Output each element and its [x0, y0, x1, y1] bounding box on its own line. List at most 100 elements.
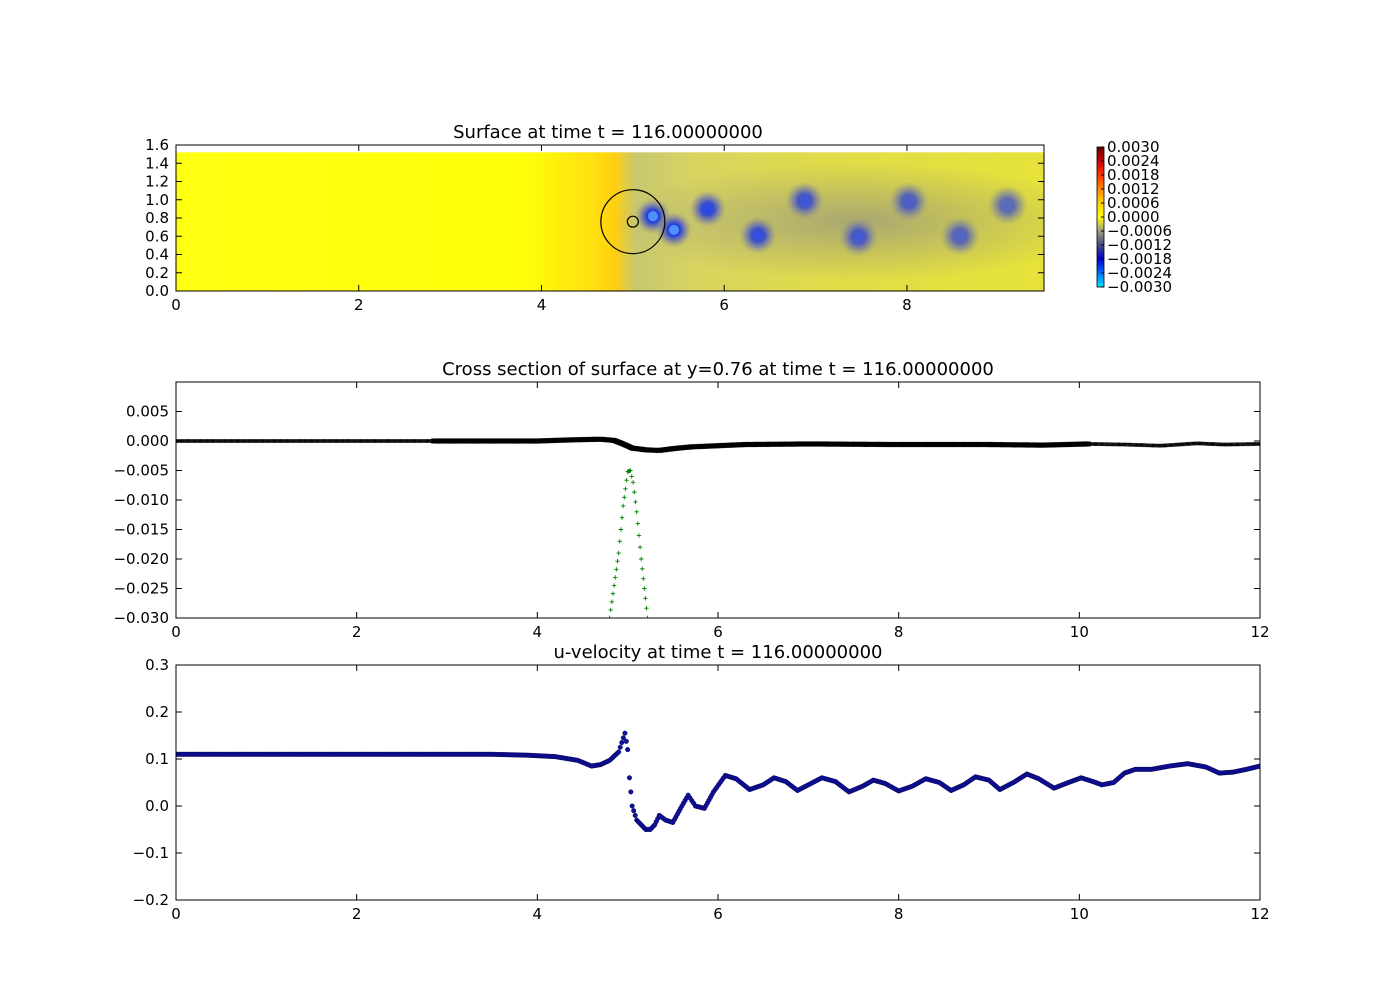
- y-tick-label: 1.6: [145, 136, 169, 154]
- data-point: [623, 486, 628, 491]
- x-tick-label: 12: [1250, 623, 1269, 641]
- vortex-layer: [634, 181, 1028, 257]
- cross-section-plot-area: [176, 436, 1260, 618]
- y-tick-label: −0.2: [133, 891, 169, 909]
- heatmap-axes: 0 2 4 6 8 0.00.20.40.60.81.01.21.41.6: [145, 136, 1044, 314]
- y-tick-label: −0.010: [113, 491, 169, 509]
- y-tick-label: 0.4: [145, 246, 169, 264]
- x-tick-label: 2: [352, 623, 362, 641]
- y-tick-label: 0.2: [145, 264, 169, 282]
- y-tick-label: −0.015: [113, 521, 169, 539]
- data-point: [620, 503, 626, 509]
- data-point: [615, 559, 620, 564]
- data-point: [625, 747, 631, 753]
- data-point: [608, 607, 613, 613]
- data-point: [617, 744, 623, 750]
- x-tick-label: 8: [894, 623, 904, 641]
- y-tick-label: 0.000: [126, 432, 169, 450]
- data-point: [613, 575, 618, 580]
- colorbar-tick-label: −0.0030: [1107, 278, 1172, 296]
- x-tick-label: 2: [354, 296, 364, 314]
- data-point: [626, 775, 632, 781]
- cylinder-outline: [600, 189, 666, 255]
- data-point: [628, 789, 634, 795]
- data-point: [628, 468, 633, 473]
- data-point: [610, 591, 616, 596]
- colorbar-tick-label: 0.0012: [1107, 180, 1160, 198]
- data-point: [620, 735, 626, 741]
- data-point: [623, 738, 629, 744]
- colorbar: 0.00300.00240.00180.00120.00060.0000−0.0…: [1096, 138, 1172, 296]
- data-point: [624, 478, 629, 483]
- x-tick-label: 0: [171, 296, 181, 314]
- y-tick-label: −0.025: [113, 580, 169, 598]
- vortex-blob: [939, 216, 981, 257]
- y-tick-label: 0.3: [145, 656, 169, 674]
- y-tick-label: −0.005: [113, 462, 169, 480]
- colorbar-tick-label: 0.0024: [1107, 152, 1160, 170]
- x-tick-label: 6: [713, 905, 723, 923]
- data-point: [622, 495, 627, 500]
- vortex-core: [668, 224, 679, 235]
- data-point: [632, 812, 638, 818]
- data-point: [618, 527, 624, 532]
- data-point: [617, 539, 622, 544]
- colorbar-tick-label: −0.0024: [1107, 264, 1172, 282]
- data-point: [1257, 441, 1260, 446]
- data-point: [643, 596, 648, 601]
- y-tick-label: −0.030: [113, 609, 169, 627]
- data-point: [631, 808, 637, 814]
- y-tick-label: 1.0: [145, 191, 169, 209]
- data-point: [609, 599, 615, 604]
- data-point: [607, 615, 612, 618]
- data-point: [616, 550, 621, 556]
- colorbar-tick-label: −0.0006: [1107, 222, 1172, 240]
- data-point: [633, 499, 638, 505]
- u-velocity-panel: u-velocity at time t = 116.00000000 0 2 4 6…: [133, 642, 1270, 923]
- wake-shading: [612, 162, 1044, 281]
- x-tick-label: 4: [533, 623, 543, 641]
- x-tick-label: 4: [537, 296, 547, 314]
- data-point: [1256, 441, 1260, 446]
- x-tick-label: 4: [533, 905, 543, 923]
- vortex-blob: [739, 216, 777, 255]
- u-velocity-series: [176, 730, 1260, 833]
- x-tick-label: 10: [1070, 623, 1089, 641]
- inner-marker: [626, 215, 639, 228]
- y-tick-label: 0.1: [145, 750, 169, 768]
- data-point: [639, 556, 644, 562]
- x-tick-label: 0: [171, 623, 181, 641]
- surface-heatmap-panel: Surface at time t = 116.00000000 0 2 4 6 8 0.…: [145, 122, 1172, 314]
- data-point: [637, 545, 643, 550]
- x-tick-label: 8: [894, 905, 904, 923]
- data-point: [616, 749, 622, 755]
- data-point: [634, 509, 639, 514]
- data-point: [636, 533, 642, 538]
- colorbar-tick-label: −0.0018: [1107, 250, 1172, 268]
- data-point: [629, 803, 635, 809]
- u-velocity-axes: 0 2 4 6 8 10 12 −0.2 −0.1 0.0 0.1 0.2 0.3: [133, 656, 1270, 923]
- heatmap-title: Surface at time t = 116.00000000: [453, 122, 763, 143]
- x-tick-label: 2: [352, 905, 362, 923]
- colorbar-tick-label: 0.0006: [1107, 194, 1160, 212]
- data-point: [630, 480, 636, 485]
- colorbar-tick-label: −0.0012: [1107, 236, 1172, 254]
- colorbar-tick-label: 0.0030: [1107, 138, 1160, 156]
- cross-section-axes: 0 2 4 6 8 10 12 −0.030 −0.025 −0.020 −0.015 −0.010 −…: [113, 382, 1270, 641]
- vortex-blob: [785, 181, 824, 221]
- y-tick-label: 0.0: [145, 797, 169, 815]
- x-tick-label: 0: [171, 905, 181, 923]
- data-point: [642, 586, 647, 591]
- heatmap-area: [176, 152, 1044, 291]
- y-tick-label: 1.2: [145, 173, 169, 191]
- y-tick-label: −0.020: [113, 550, 169, 568]
- surface-series: [176, 436, 1260, 454]
- x-tick-label: 6: [719, 296, 729, 314]
- data-point: [644, 605, 649, 611]
- data-point: [641, 576, 646, 581]
- x-tick-label: 6: [713, 623, 723, 641]
- vortex-blob: [888, 181, 929, 222]
- vortex-blob: [689, 190, 727, 228]
- y-tick-label: 0.6: [145, 227, 169, 245]
